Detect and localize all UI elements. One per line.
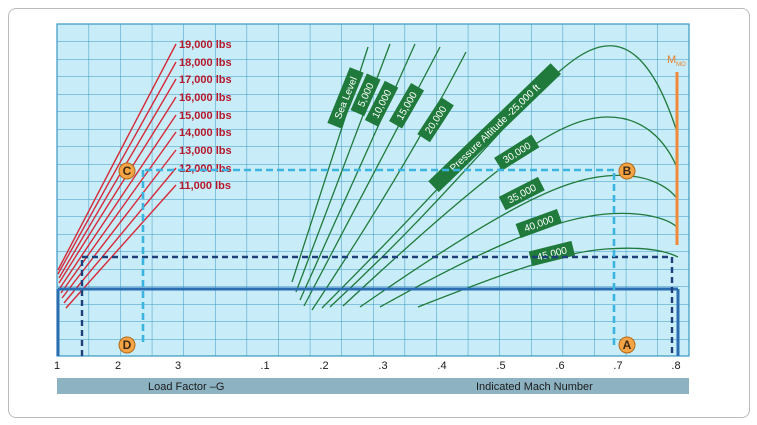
svg-text:C: C <box>123 164 132 178</box>
weight-label-16000: 16,000 lbs <box>179 92 232 104</box>
weight-label-11000: 11,000 lbs <box>179 180 231 192</box>
alt-curve-40000 <box>379 212 679 308</box>
point-b: B <box>618 162 636 180</box>
weight-line-15000 <box>59 114 177 289</box>
point-a: A <box>618 336 636 354</box>
alt-curve-35000 <box>359 174 679 308</box>
weight-line-14000 <box>60 131 177 294</box>
point-d: D <box>118 336 136 354</box>
load-tick-3: 3 <box>175 360 181 372</box>
mach-tick-0.8: .8 <box>671 360 680 372</box>
light-dashed-path <box>141 168 616 345</box>
point-c: C <box>118 162 136 180</box>
svg-text:D: D <box>123 338 132 352</box>
alt-tag-45000: 45,000 <box>528 240 576 267</box>
weight-line-17000 <box>58 78 177 279</box>
grid-lines <box>57 24 689 356</box>
mmo-label: MMO <box>667 54 686 68</box>
mach-tick-0.4: .4 <box>437 360 446 372</box>
grid-border <box>56 23 690 357</box>
mach-axis-label: Indicated Mach Number <box>476 381 593 393</box>
mach-tick-0.2: .2 <box>319 360 328 372</box>
alt-curve-20000 <box>311 51 467 311</box>
solid-limit-path <box>56 287 680 356</box>
weight-label-17000: 17,000 lbs <box>179 74 232 86</box>
mach-tick-0.7: .7 <box>613 360 622 372</box>
weight-line-16000 <box>58 96 177 284</box>
alt-curve-45000 <box>417 247 679 308</box>
mach-tick-0.1: .1 <box>260 360 269 372</box>
axis-label-bar <box>57 378 689 394</box>
weight-label-19000: 19,000 lbs <box>179 39 232 51</box>
load-tick-2: 2 <box>115 360 121 372</box>
weight-label-18000: 18,000 lbs <box>179 57 232 69</box>
weight-label-14000: 14,000 lbs <box>179 127 232 139</box>
weight-line-19000 <box>57 43 177 271</box>
svg-text:A: A <box>623 338 632 352</box>
alt-curve-30000 <box>342 116 679 307</box>
load-factor-axis-label: Load Factor –G <box>148 381 224 393</box>
mach-tick-0.6: .6 <box>555 360 564 372</box>
weight-label-15000: 15,000 lbs <box>179 110 232 122</box>
svg-text:B: B <box>623 164 632 178</box>
alt-curve-25000 <box>329 45 679 308</box>
mach-tick-0.5: .5 <box>496 360 505 372</box>
mach-tick-0.3: .3 <box>378 360 387 372</box>
weight-line-18000 <box>57 61 177 275</box>
dark-dashed-path <box>80 255 674 356</box>
weight-label-13000: 13,000 lbs <box>179 145 232 157</box>
load-tick-1: 1 <box>54 360 60 372</box>
